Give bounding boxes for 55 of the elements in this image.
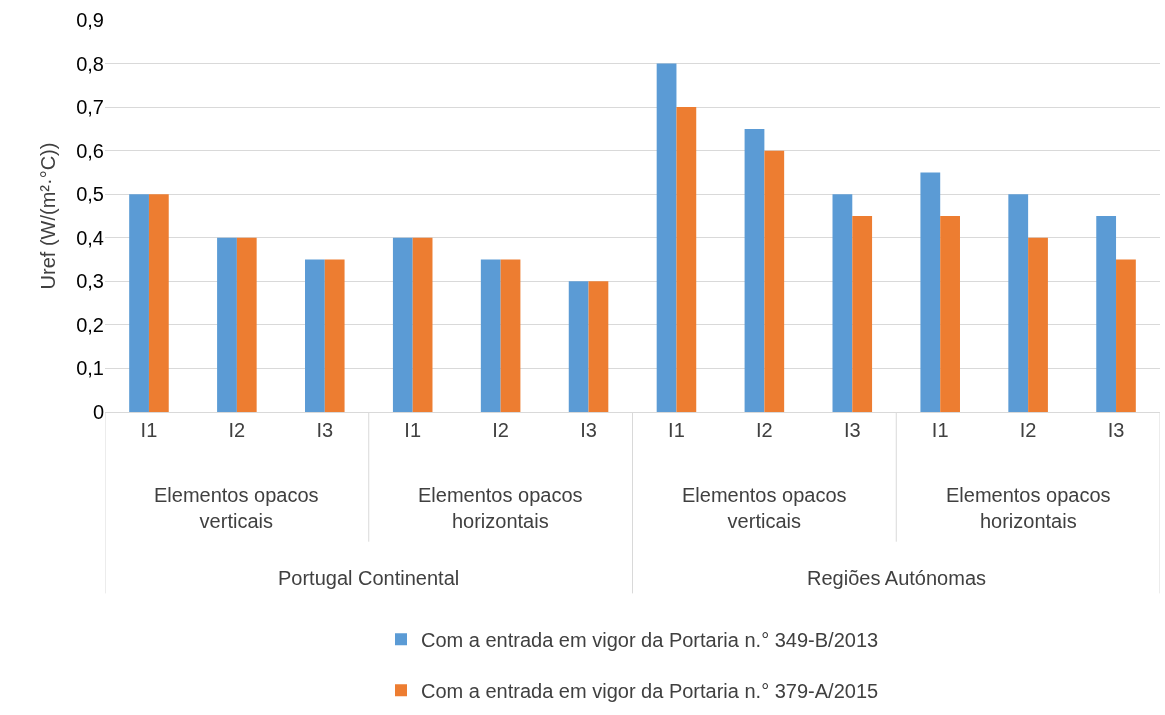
bar <box>764 150 785 412</box>
bar <box>305 259 325 412</box>
bar <box>920 172 941 412</box>
bar <box>588 281 609 412</box>
x-tick-label: I1 <box>668 419 685 441</box>
bar <box>217 237 237 412</box>
x-tick-label: I3 <box>316 419 334 441</box>
x-tick-label: I2 <box>492 419 509 441</box>
bar <box>676 107 697 412</box>
bar <box>129 194 149 412</box>
y-tick-label: 0,3 <box>76 270 104 293</box>
text: Elementos opacos horizontais <box>946 484 1111 532</box>
x-tick-label: I3 <box>843 419 861 441</box>
y-tick-label: 0,7 <box>76 96 104 119</box>
text: Elementos opacos horizontais <box>418 484 583 532</box>
legend-label: Com a entrada em vigor da Portaria n.° 349-B/2013 <box>421 629 879 651</box>
bar <box>1116 259 1136 412</box>
x-tick-label: I2 <box>1019 419 1037 441</box>
bar <box>940 216 960 412</box>
bar <box>500 259 521 412</box>
bar <box>656 63 677 412</box>
bar <box>480 259 501 412</box>
x-tick-label: I2 <box>228 419 246 441</box>
legend-label: Com a entrada em vigor da Portaria n.° 379-A/2015 <box>421 680 879 702</box>
bar <box>832 194 853 412</box>
y-tick-label: 0,1 <box>76 357 104 380</box>
y-tick-label: 0,6 <box>76 139 104 162</box>
bar <box>744 128 765 412</box>
bar <box>324 259 345 412</box>
bar <box>236 237 257 412</box>
x-tick-label: I2 <box>756 419 773 441</box>
x-tick-label: I1 <box>140 419 158 441</box>
x-tick-label: I3 <box>1107 419 1125 441</box>
y-tick-label: 0,5 <box>76 183 104 206</box>
bar <box>412 237 433 412</box>
y-tick-label: 0,9 <box>76 9 104 31</box>
y-tick-label: 0,2 <box>76 313 104 336</box>
y-tick-label: 0,8 <box>76 52 104 75</box>
text: Elementos opacos verticais <box>154 484 319 532</box>
text: Portugal Continental <box>278 567 460 589</box>
text: Regiões Autónomas <box>807 567 987 589</box>
y-tick-label: 0 <box>92 401 104 423</box>
bar <box>1008 194 1029 412</box>
x-tick-label: I1 <box>404 419 422 441</box>
bar <box>148 194 169 412</box>
bar <box>1028 237 1048 412</box>
x-tick-label: I1 <box>931 419 949 441</box>
bar <box>568 281 589 412</box>
y-axis-title: Uref (W/(m²·°C)) <box>36 142 59 290</box>
bar <box>1096 216 1117 412</box>
text: Elementos opacos verticais <box>682 484 847 532</box>
x-tick-label: I3 <box>580 419 597 441</box>
bar <box>852 216 873 412</box>
bar <box>392 237 413 412</box>
y-tick-label: 0,4 <box>76 226 104 249</box>
